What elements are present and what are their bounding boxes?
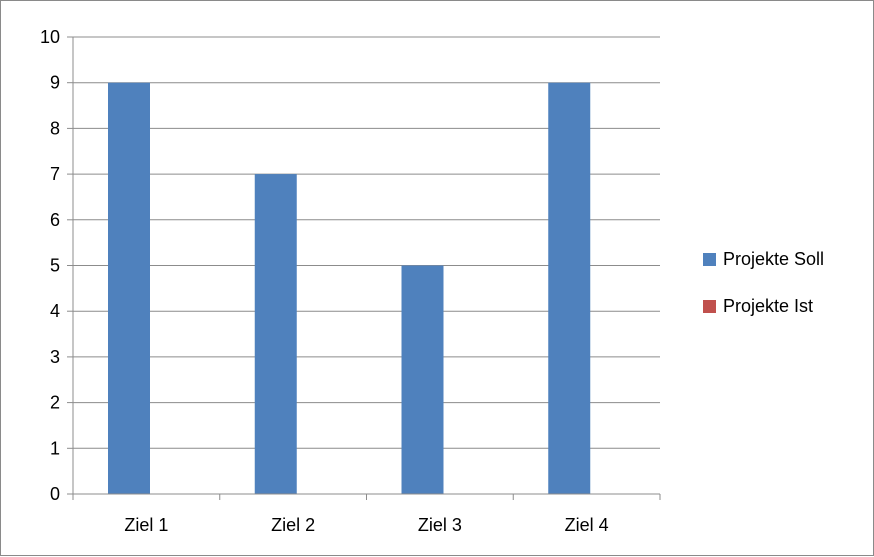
y-tick-label: 2 (50, 393, 60, 413)
y-tick-labels: 0 1 2 3 4 5 6 7 8 9 10 (40, 27, 60, 504)
bar-projekte-soll (401, 265, 444, 494)
bar-projekte-soll (254, 174, 297, 494)
y-tick-label: 7 (50, 164, 60, 184)
x-tick-label: Ziel 4 (565, 515, 609, 535)
y-tick-label: 8 (50, 118, 60, 138)
y-tick-label: 1 (50, 438, 60, 458)
y-tick-label: 0 (50, 484, 60, 504)
legend-swatch (703, 300, 716, 313)
axes (67, 36, 661, 500)
legend: Projekte Soll Projekte Ist (703, 249, 824, 316)
x-tick-label: Ziel 1 (124, 515, 168, 535)
legend-label: Projekte Soll (723, 249, 824, 269)
bars (108, 82, 591, 494)
y-tick-label: 4 (50, 301, 60, 321)
legend-swatch (703, 253, 716, 266)
gridlines (73, 36, 660, 449)
y-tick-label: 10 (40, 27, 60, 47)
y-tick-label: 9 (50, 73, 60, 93)
x-tick-label: Ziel 3 (418, 515, 462, 535)
y-tick-label: 6 (50, 210, 60, 230)
y-tick-label: 5 (50, 256, 60, 276)
y-tick-label: 3 (50, 347, 60, 367)
bar-projekte-soll (108, 82, 150, 494)
bar-projekte-soll (548, 82, 591, 494)
x-tick-label: Ziel 2 (271, 515, 315, 535)
x-tick-labels: Ziel 1 Ziel 2 Ziel 3 Ziel 4 (124, 515, 608, 535)
legend-label: Projekte Ist (723, 296, 813, 316)
